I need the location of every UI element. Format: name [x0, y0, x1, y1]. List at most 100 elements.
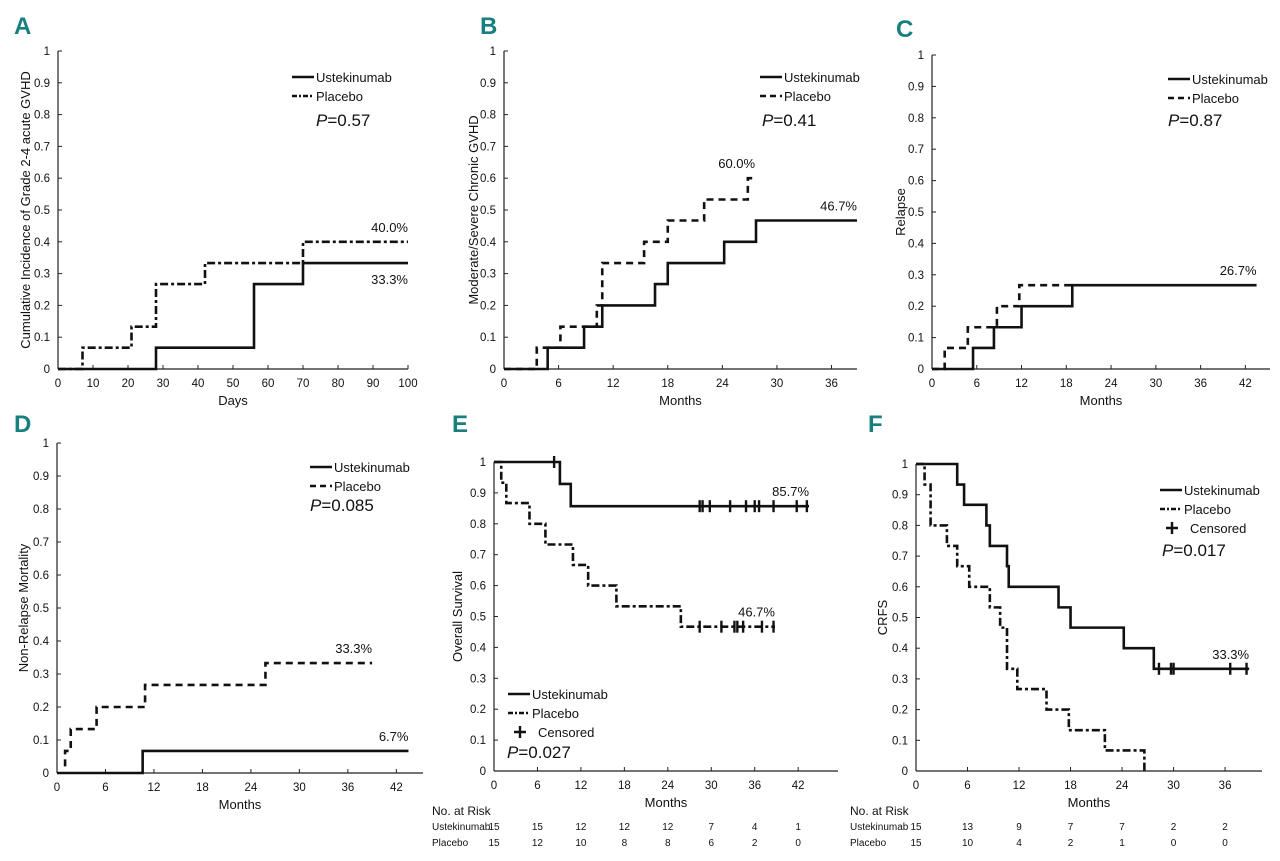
risk-count: 0: [1222, 838, 1228, 849]
x-tick-label: 30: [157, 378, 170, 390]
risk-count: 8: [665, 838, 671, 849]
x-axis-label: Months: [1080, 393, 1123, 408]
x-tick-label: 0: [501, 378, 507, 390]
x-tick-label: 50: [227, 378, 240, 390]
y-tick-label: 1: [918, 50, 924, 62]
y-tick-label: 0.8: [480, 110, 496, 122]
risk-count: 10: [575, 838, 587, 849]
y-tick-label: 0: [918, 364, 924, 376]
y-tick-label: 0.3: [34, 269, 50, 281]
p-symbol: P: [316, 111, 328, 130]
end-value-label: 6.7%: [379, 729, 409, 744]
legend-label: Censored: [1190, 521, 1246, 536]
y-tick-label: 0.6: [908, 176, 924, 188]
risk-count: 15: [910, 822, 922, 833]
p-value: P=0.017: [1162, 541, 1226, 560]
y-tick-label: 0: [43, 768, 49, 780]
x-tick-label: 0: [913, 780, 919, 792]
y-tick-label: 0.5: [470, 612, 486, 624]
y-tick-label: 0: [902, 766, 908, 778]
end-value-label: 46.7%: [820, 198, 857, 213]
risk-count: 7: [1068, 822, 1074, 833]
y-tick-label: 0.8: [470, 519, 486, 531]
panel-label: D: [14, 411, 31, 438]
legend: Ustekinumab Placebo: [292, 70, 392, 104]
y-tick-label: 0.8: [34, 110, 50, 122]
x-tick-label: 0: [54, 782, 60, 794]
panel-label: F: [868, 411, 883, 438]
y-tick-label: 0.5: [892, 613, 908, 625]
x-tick-label: 30: [705, 780, 718, 792]
x-tick-label: 42: [1239, 378, 1252, 390]
x-tick-label: 6: [974, 378, 980, 390]
end-value-label: 46.7%: [738, 605, 775, 620]
legend: Ustekinumab Placebo: [310, 460, 410, 494]
risk-count: 0: [795, 838, 801, 849]
risk-count: 15: [488, 838, 500, 849]
risk-count: 15: [488, 822, 500, 833]
x-tick-label: 30: [1167, 780, 1180, 792]
panel-label: C: [896, 16, 913, 43]
risk-count: 10: [962, 838, 974, 849]
end-value-label: 33.3%: [371, 272, 408, 287]
risk-table: No. at Risk Ustekinumab 15 13 9 7 7 2 2 Placebo 15…: [850, 804, 1228, 849]
y-tick-label: 0.4: [908, 238, 925, 250]
legend-label: Placebo: [316, 89, 363, 104]
x-tick-label: 18: [1064, 780, 1077, 792]
legend-label: Ustekinumab: [532, 687, 608, 702]
x-tick-label: 12: [607, 378, 620, 390]
legend: Ustekinumab Placebo Censored: [1160, 483, 1260, 536]
x-tick-label: 12: [148, 782, 161, 794]
x-tick-label: 24: [661, 780, 674, 792]
x-axis-label: Days: [218, 393, 248, 408]
y-tick-label: 0.4: [470, 642, 487, 654]
p-symbol: P: [1168, 111, 1180, 130]
y-tick-label: 0.7: [908, 144, 924, 156]
y-tick-label: 0.2: [34, 300, 50, 312]
series-line-ustekinumab: [494, 460, 810, 508]
x-tick-label: 18: [196, 782, 209, 794]
y-axis-label: Non-Relapse Mortality: [16, 543, 31, 672]
y-axis-label: Moderate/Severe Chronic GVHD: [466, 115, 481, 304]
panel-b: B 0 6 12 18 24 30 36 0 0.1 0.2 0.3 0.4 0.5 0.6 0.7 0.8 0.…: [466, 13, 860, 408]
x-tick-label: 0: [55, 378, 61, 390]
panel-label: A: [14, 13, 31, 40]
y-tick-label: 0.1: [34, 332, 50, 344]
x-tick-label: 18: [618, 780, 631, 792]
risk-count: 12: [575, 822, 587, 833]
y-tick-label: 0.9: [480, 78, 496, 90]
y-tick-label: 0.3: [470, 673, 486, 685]
series-line-ustekinumab: [504, 219, 857, 371]
legend-label: Ustekinumab: [334, 460, 410, 475]
x-tick-label: 6: [534, 780, 540, 792]
legend-label: Placebo: [1184, 502, 1231, 517]
risk-count: 2: [1222, 822, 1228, 833]
y-tick-label: 0.6: [480, 173, 496, 185]
legend-label: Placebo: [334, 479, 381, 494]
legend-label: Placebo: [532, 706, 579, 721]
y-tick-label: 0: [44, 364, 50, 376]
legend: Ustekinumab Placebo: [760, 70, 860, 104]
risk-count: 1: [795, 822, 801, 833]
y-tick-label: 0.5: [34, 205, 50, 217]
series-line-ustekinumab: [58, 261, 408, 371]
risk-row-label: Placebo: [850, 838, 887, 849]
risk-count: 15: [532, 822, 544, 833]
x-tick-label: 60: [262, 378, 275, 390]
series-line-ustekinumab: [57, 749, 409, 775]
y-tick-label: 0.3: [908, 270, 924, 282]
x-tick-label: 6: [555, 378, 561, 390]
y-tick-label: 0.1: [470, 735, 486, 747]
risk-count: 2: [1068, 838, 1074, 849]
risk-count: 8: [622, 838, 628, 849]
y-tick-label: 0.6: [33, 570, 49, 582]
x-tick-label: 40: [192, 378, 205, 390]
y-tick-label: 0.8: [892, 520, 908, 532]
x-axis-label: Months: [219, 797, 262, 812]
x-tick-label: 12: [1015, 378, 1028, 390]
y-tick-label: 1: [480, 457, 486, 469]
legend-label: Ustekinumab: [316, 70, 392, 85]
legend-censor-icon: [1166, 522, 1178, 534]
y-tick-label: 0.6: [892, 582, 908, 594]
x-axis-label: Months: [1068, 795, 1111, 810]
